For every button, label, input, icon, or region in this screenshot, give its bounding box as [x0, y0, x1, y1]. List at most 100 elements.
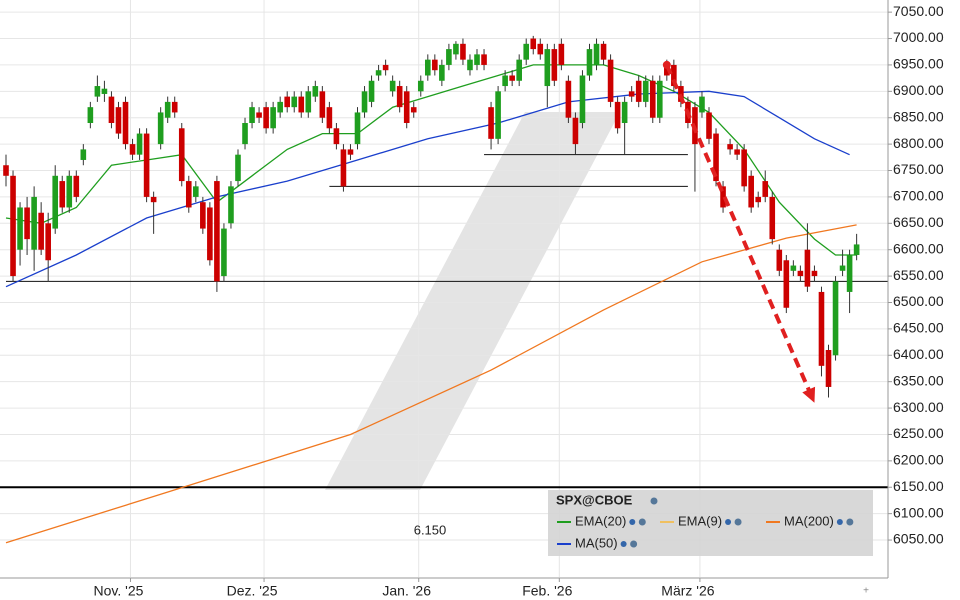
- candle-body: [207, 207, 213, 261]
- y-tick-label: 6500.00: [893, 293, 944, 309]
- legend-toggle[interactable]: [620, 541, 627, 547]
- candle-body: [312, 86, 319, 97]
- candle-body: [607, 59, 614, 102]
- candle-body: [741, 149, 747, 187]
- candle-body: [375, 70, 382, 76]
- legend-label[interactable]: MA(200): [784, 513, 834, 528]
- legend-label[interactable]: EMA(9): [678, 513, 722, 528]
- candle-body: [699, 96, 705, 113]
- candle-body: [150, 196, 157, 203]
- x-tick-label: Jan. '26: [382, 583, 431, 599]
- legend-toggle[interactable]: [836, 519, 843, 525]
- legend-settings[interactable]: [638, 518, 646, 526]
- y-tick-label: 6250.00: [893, 425, 944, 441]
- candle-body: [600, 43, 607, 60]
- candle-body: [748, 175, 754, 208]
- candle-body: [516, 59, 522, 81]
- candle-body: [319, 91, 326, 118]
- candle-body: [38, 212, 44, 250]
- candle-body: [825, 350, 832, 387]
- candle-body: [136, 133, 143, 155]
- legend-settings[interactable]: [846, 518, 854, 526]
- candle-body: [235, 154, 241, 182]
- legend-toggle[interactable]: [629, 519, 636, 525]
- candle-body: [305, 91, 312, 113]
- candle-body: [558, 43, 565, 65]
- candle-body: [664, 64, 670, 76]
- candle-body: [242, 123, 248, 145]
- candle-body: [277, 101, 283, 113]
- candle-body: [185, 181, 192, 208]
- candle-body: [143, 133, 150, 197]
- candle-body: [649, 80, 656, 118]
- x-tick-label: März '26: [661, 583, 714, 599]
- x-tick-label: Dez. '25: [227, 583, 278, 599]
- candle-body: [87, 107, 94, 124]
- candle-body: [853, 244, 860, 255]
- legend-label[interactable]: EMA(20): [575, 513, 626, 528]
- candle-body: [530, 38, 537, 50]
- legend-toggle[interactable]: [725, 519, 732, 525]
- candle-body: [178, 128, 185, 182]
- legend-label[interactable]: MA(50): [575, 535, 618, 550]
- y-tick-label: 6750.00: [893, 161, 944, 177]
- y-tick-label: 6900.00: [893, 82, 944, 98]
- candle-body: [797, 270, 804, 277]
- candle-body: [73, 175, 80, 197]
- key-level-label: 6.150: [414, 522, 447, 537]
- candle-body: [52, 175, 59, 229]
- candle-body: [340, 149, 347, 187]
- candle-body: [734, 149, 740, 155]
- candle-body: [108, 96, 115, 124]
- candle-body: [410, 107, 417, 113]
- candle-body: [263, 107, 269, 129]
- arrow-head: [802, 386, 816, 403]
- candle-body: [214, 181, 220, 282]
- candle-body: [706, 112, 712, 139]
- y-tick-label: 6150.00: [893, 478, 944, 494]
- candle-body: [846, 254, 853, 292]
- candle-body: [446, 49, 452, 65]
- y-tick-label: 6050.00: [893, 531, 944, 547]
- candle-body: [783, 260, 790, 308]
- y-tick-label: 6950.00: [893, 56, 944, 72]
- y-tick-label: 6350.00: [893, 372, 944, 388]
- y-tick-label: 6300.00: [893, 399, 944, 415]
- candle-body: [228, 186, 234, 224]
- candle-body: [24, 207, 30, 240]
- x-tick-label: Nov. '25: [94, 583, 144, 599]
- candle-body: [671, 64, 677, 87]
- candle-body: [333, 128, 340, 145]
- candle-body: [804, 249, 811, 287]
- candle-body: [551, 49, 558, 81]
- candle-body: [221, 228, 227, 277]
- candle-body: [832, 281, 839, 356]
- candle-body: [31, 196, 37, 250]
- scroll-icon[interactable]: +: [863, 586, 869, 597]
- legend-settings[interactable]: [630, 540, 638, 548]
- candle-body: [474, 54, 480, 65]
- candle-body: [326, 107, 333, 129]
- candle-body: [593, 43, 600, 65]
- candle-body: [656, 80, 663, 118]
- candle-body: [129, 144, 136, 155]
- candle-body: [389, 80, 396, 92]
- candle-body: [361, 91, 368, 113]
- candle-body: [720, 186, 726, 208]
- candle-body: [776, 249, 783, 271]
- candle-body: [565, 80, 572, 118]
- candle-body: [157, 112, 164, 145]
- candle-body: [537, 43, 544, 55]
- watermark: [325, 112, 620, 490]
- legend-settings[interactable]: [650, 497, 658, 505]
- candle-body: [439, 64, 445, 81]
- legend-settings[interactable]: [734, 518, 742, 526]
- candle-body: [256, 112, 262, 118]
- candle-body: [642, 80, 649, 102]
- candle-body: [193, 186, 199, 197]
- candle-body: [80, 149, 87, 160]
- candle-body: [713, 133, 719, 182]
- candle-body: [621, 101, 628, 124]
- y-tick-label: 6200.00: [893, 452, 944, 468]
